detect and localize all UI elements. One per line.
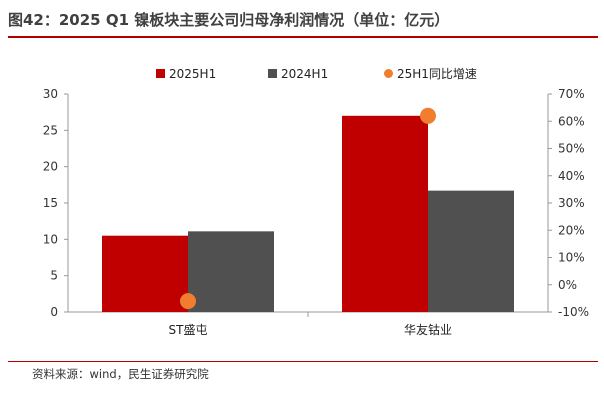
legend-label: 25H1同比增速: [397, 67, 477, 81]
bar-2024H1: [428, 190, 514, 312]
bar-2024H1: [188, 231, 274, 312]
legend-label: 2025H1: [169, 67, 216, 81]
figure-title: 图42：2025 Q1 镍板块主要公司归母净利润情况（单位：亿元）: [8, 11, 450, 29]
right-tick-label: 60%: [558, 114, 585, 128]
right-tick-label: 0%: [558, 278, 577, 292]
title-rule: [8, 36, 598, 38]
right-tick-label: -10%: [558, 305, 589, 319]
left-tick-label: 30: [43, 87, 58, 101]
right-tick-label: 50%: [558, 142, 585, 156]
right-tick-label: 10%: [558, 251, 585, 265]
category-label: 华友钴业: [404, 322, 452, 337]
growth-point: [420, 107, 436, 124]
bar-2025H1: [102, 235, 188, 312]
legend-swatch: [156, 69, 165, 78]
legend-swatch: [268, 69, 277, 78]
bar-2025H1: [342, 115, 428, 312]
left-tick-label: 25: [43, 123, 58, 137]
left-tick-label: 0: [50, 305, 58, 319]
legend-label: 2024H1: [281, 67, 328, 81]
category-label: ST盛屯: [169, 322, 208, 337]
right-tick-label: 70%: [558, 87, 585, 101]
left-tick-label: 5: [50, 269, 58, 283]
source-rule: [8, 361, 598, 362]
chart: 0 5 10 15 20 25 30 -10% 0% 10% 20% 30% 40% 50% 60% 70% S…: [43, 67, 589, 337]
legend-swatch: [384, 69, 393, 78]
right-tick-label: 20%: [558, 223, 585, 237]
source-note: 资料来源：wind，民生证券研究院: [32, 367, 209, 381]
right-tick-label: 30%: [558, 196, 585, 210]
left-tick-label: 15: [43, 196, 58, 210]
left-tick-label: 20: [43, 160, 58, 174]
right-tick-label: 40%: [558, 169, 585, 183]
left-tick-label: 10: [43, 232, 58, 246]
growth-point: [180, 293, 196, 310]
